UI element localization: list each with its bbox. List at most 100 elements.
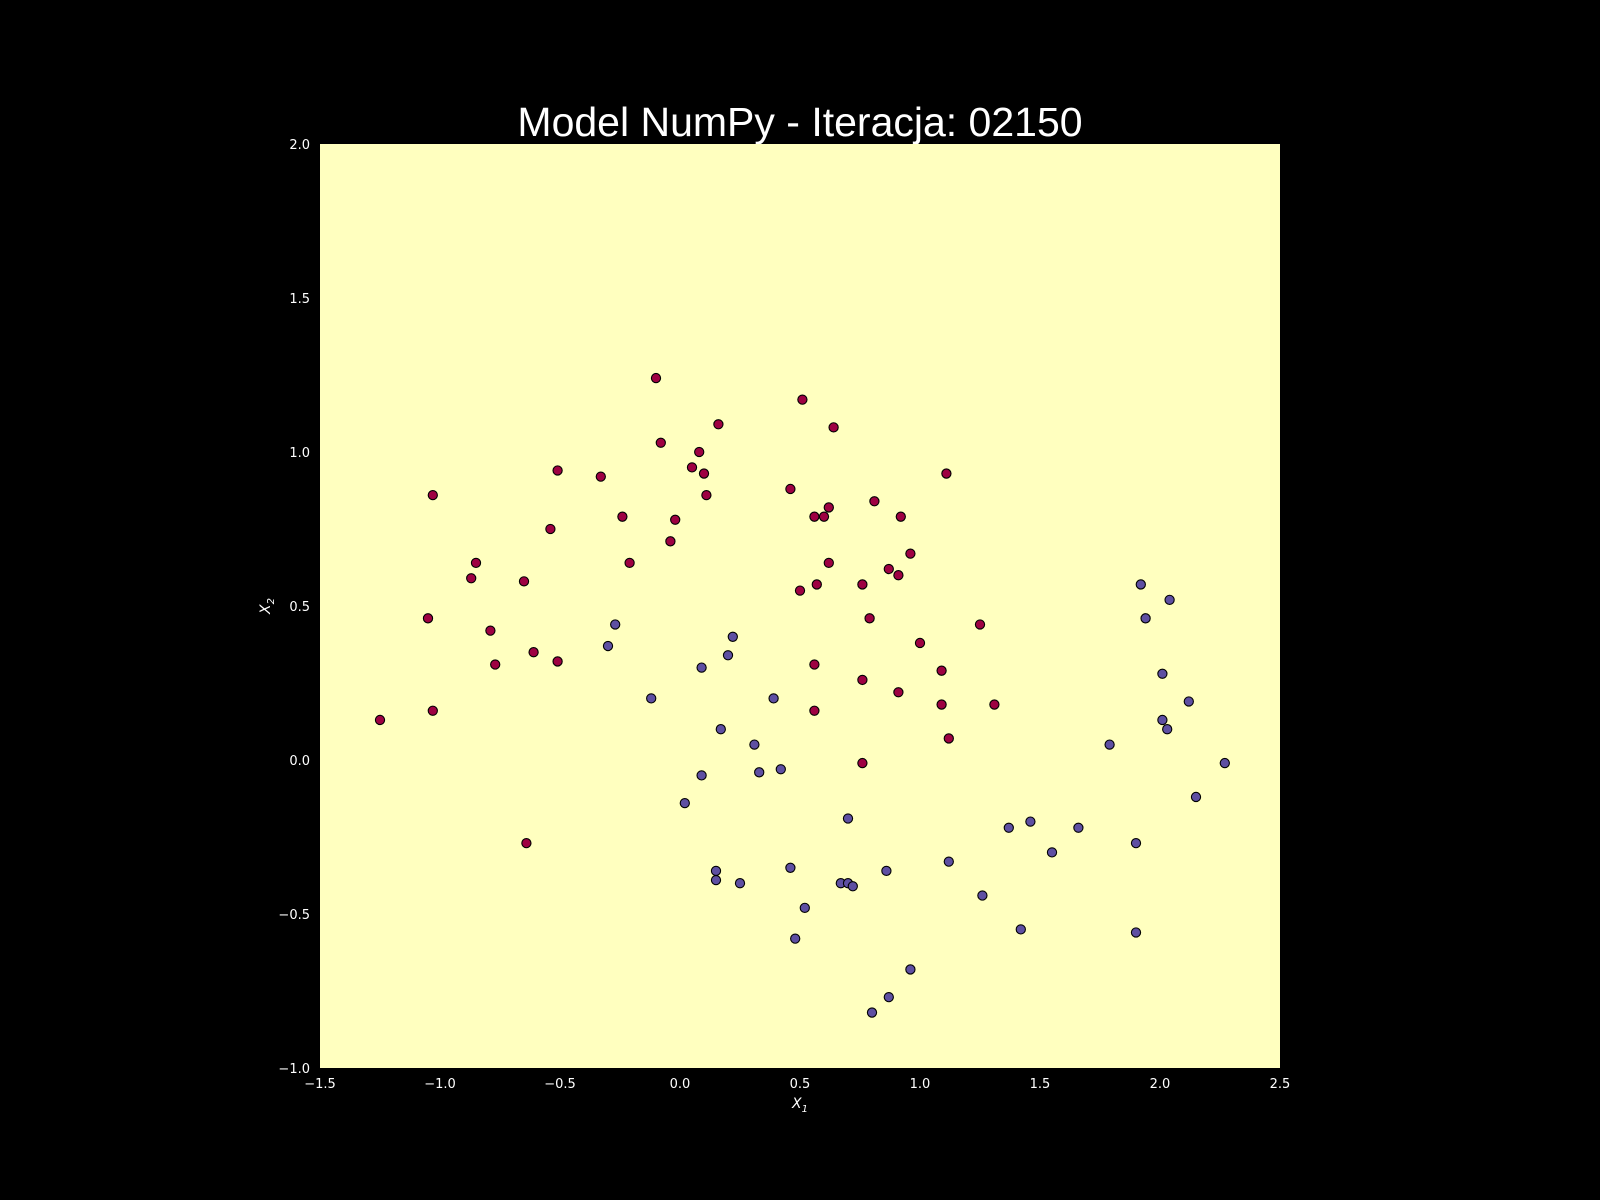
- x-tick-label: −0.5: [544, 1077, 576, 1092]
- data-point-class-0: [974, 619, 986, 630]
- data-point-class-0: [864, 613, 875, 624]
- data-point-class-1: [696, 662, 707, 673]
- data-point-class-1: [1140, 613, 1151, 624]
- data-point-class-1: [710, 865, 722, 877]
- data-point-class-1: [1164, 594, 1175, 605]
- data-point-class-1: [646, 693, 657, 704]
- data-point-class-1: [602, 640, 614, 652]
- data-point-class-1: [1104, 739, 1115, 750]
- data-point-class-0: [624, 557, 635, 569]
- x-axis-label-main: X: [791, 1096, 802, 1112]
- plot-area: [320, 144, 1280, 1068]
- data-point-class-1: [847, 881, 858, 892]
- y-tick-label: 0.5: [289, 600, 310, 615]
- x-axis-ticks: −1.5 −1.0 −0.5 0.0 0.5 1.0 1.5 2.0 2.5: [304, 1077, 1290, 1092]
- data-point-class-1: [785, 862, 796, 873]
- data-point-class-0: [528, 647, 539, 658]
- data-point-class-0: [655, 437, 666, 448]
- data-point-class-0: [823, 502, 834, 513]
- data-point-class-0: [422, 613, 434, 624]
- data-point-class-0: [518, 576, 530, 587]
- data-point-class-0: [797, 394, 808, 405]
- data-point-class-1: [1157, 714, 1168, 726]
- data-point-class-1: [866, 1007, 878, 1018]
- data-point-class-1: [1135, 579, 1146, 590]
- data-point-class-0: [811, 579, 822, 590]
- data-point-class-1: [905, 964, 916, 975]
- data-point-class-0: [943, 733, 954, 744]
- x-tick-label: 1.0: [910, 1077, 931, 1092]
- data-point-class-0: [895, 511, 906, 522]
- y-tick-label: −0.5: [278, 908, 310, 923]
- data-point-class-0: [818, 511, 830, 522]
- data-point-class-0: [893, 570, 904, 581]
- y-tick-label: 1.5: [289, 292, 310, 307]
- data-point-class-0: [857, 579, 868, 590]
- data-point-class-0: [914, 637, 926, 649]
- data-point-class-0: [905, 548, 916, 559]
- data-point-class-1: [775, 764, 786, 775]
- x-tick-label: −1.0: [424, 1077, 456, 1092]
- data-point-class-0: [936, 699, 947, 710]
- data-point-class-1: [842, 813, 854, 824]
- x-axis-label: X1: [791, 1096, 808, 1115]
- x-tick-label: 2.0: [1150, 1077, 1171, 1092]
- data-point-class-1: [943, 856, 954, 867]
- data-point-class-1: [768, 693, 779, 704]
- y-tick-label: 2.0: [289, 138, 310, 153]
- data-point-class-1: [749, 739, 760, 750]
- x-tick-label: 1.5: [1030, 1077, 1051, 1092]
- data-point-class-1: [734, 878, 746, 889]
- data-point-class-1: [722, 650, 734, 661]
- data-point-class-0: [485, 625, 496, 636]
- y-axis-ticks: −1.0 −0.5 0.0 0.5 1.0 1.5 2.0: [278, 138, 310, 1077]
- data-point-class-0: [936, 665, 947, 676]
- x-axis-label-subscript: 1: [802, 1104, 808, 1115]
- y-axis-label-main: X: [258, 604, 274, 615]
- data-point-class-0: [650, 372, 662, 384]
- data-point-class-0: [989, 699, 1000, 710]
- data-point-class-1: [610, 619, 621, 630]
- data-point-class-0: [823, 557, 834, 569]
- data-point-class-1: [754, 767, 765, 778]
- data-point-class-1: [1162, 724, 1173, 735]
- data-point-class-0: [694, 446, 705, 458]
- y-tick-label: −1.0: [278, 1062, 310, 1077]
- data-point-class-1: [881, 865, 892, 877]
- chart-title: Model NumPy - Iteracja: 02150: [517, 99, 1082, 145]
- data-point-class-1: [710, 874, 722, 886]
- data-point-class-0: [545, 523, 556, 535]
- y-axis-label-subscript: 2: [266, 598, 277, 604]
- data-point-class-1: [1130, 838, 1142, 849]
- data-point-class-0: [490, 659, 501, 670]
- data-point-class-1: [799, 902, 810, 913]
- data-point-class-0: [470, 557, 482, 569]
- data-point-class-1: [1219, 757, 1230, 769]
- data-point-class-1: [696, 770, 707, 781]
- data-point-class-1: [790, 933, 801, 944]
- data-point-class-0: [686, 462, 698, 473]
- data-point-class-1: [1183, 696, 1194, 707]
- data-point-class-0: [941, 468, 952, 479]
- data-point-class-0: [552, 656, 563, 667]
- data-point-class-0: [617, 511, 628, 522]
- data-point-class-0: [665, 536, 676, 547]
- data-point-class-0: [427, 705, 438, 716]
- data-point-class-1: [1073, 822, 1084, 833]
- data-point-class-0: [828, 422, 839, 433]
- data-point-class-1: [1190, 791, 1202, 803]
- data-point-class-0: [698, 468, 710, 479]
- data-point-class-1: [715, 724, 726, 735]
- data-point-class-1: [1046, 847, 1058, 858]
- data-point-class-0: [427, 489, 438, 501]
- y-tick-label: 0.0: [289, 754, 310, 769]
- data-point-class-1: [1015, 924, 1026, 935]
- data-point-class-0: [893, 687, 904, 698]
- data-point-class-1: [679, 797, 690, 809]
- x-tick-label: −1.5: [304, 1077, 336, 1092]
- data-point-class-0: [521, 838, 532, 849]
- data-point-class-0: [869, 496, 880, 507]
- data-point-class-0: [552, 465, 563, 476]
- data-point-class-1: [1003, 822, 1014, 833]
